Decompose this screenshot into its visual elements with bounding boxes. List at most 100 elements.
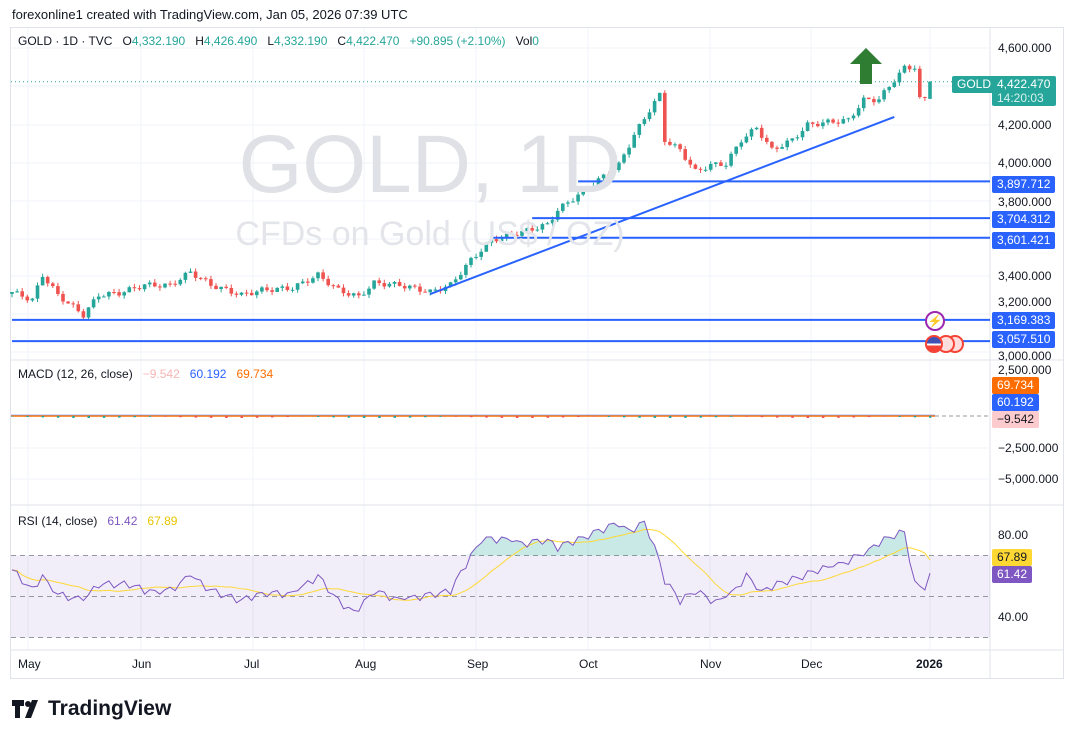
candle [627, 147, 631, 155]
lightning-event-icon[interactable]: ⚡ [925, 311, 945, 331]
macd-histogram-bar [776, 416, 779, 418]
candle [489, 239, 494, 243]
change-value: +90.895 (+2.10%) [409, 34, 506, 48]
candle [678, 144, 682, 150]
us-flag-event-icon[interactable] [925, 335, 943, 353]
macd-histogram-bar [179, 416, 182, 418]
rsi-ma-tag: 67.89 [992, 549, 1033, 566]
candle [239, 292, 244, 295]
candle [765, 137, 769, 142]
volume-value: 0 [532, 34, 539, 48]
level-tag: 3,897.712 [992, 176, 1056, 193]
candle [877, 99, 881, 103]
candle [377, 280, 381, 284]
candle [372, 280, 376, 289]
level-tag: 3,601.421 [992, 232, 1056, 249]
candle [535, 229, 540, 231]
symbol-tag: GOLD [952, 76, 997, 93]
macd-histogram-bar [41, 416, 45, 418]
macd-histogram-bar [87, 416, 90, 418]
candle [270, 290, 274, 292]
candle [459, 274, 463, 280]
rsi-title: RSI (14, close) [18, 514, 98, 528]
candle [219, 286, 223, 289]
candle [606, 174, 611, 176]
candle [744, 136, 749, 143]
tradingview-logo-icon [12, 700, 38, 718]
macd-histogram-bar [286, 416, 289, 418]
candle [612, 169, 616, 175]
candle [336, 285, 341, 288]
candle [66, 301, 70, 304]
candle [96, 296, 101, 300]
candle [198, 277, 203, 279]
macd-histogram-bar [898, 416, 901, 417]
candle [484, 242, 489, 252]
macd-legend[interactable]: MACD (12, 26, close) −9.542 60.192 69.73… [18, 367, 273, 381]
candle [290, 289, 295, 291]
candle [928, 81, 932, 99]
candle [918, 68, 922, 98]
candle [861, 97, 866, 109]
macd-histogram-bar [362, 416, 366, 418]
candle [102, 296, 106, 298]
candle [158, 286, 162, 288]
candle [285, 286, 290, 291]
candle [912, 68, 917, 70]
candle [178, 279, 183, 285]
macd-histogram-bar [837, 416, 840, 418]
candle [816, 123, 820, 127]
price-tick: 3,000.000 [998, 349, 1052, 363]
month-label: Jun [132, 657, 152, 671]
candle [25, 296, 30, 301]
macd-histogram-bar [821, 416, 825, 418]
candle [805, 122, 810, 131]
macd-histogram-bar [118, 416, 121, 418]
candle [464, 264, 468, 275]
rsi-legend[interactable]: RSI (14, close) 61.42 67.89 [18, 514, 177, 528]
tradingview-logo[interactable]: TradingView [12, 697, 171, 721]
price-tick: 3,200.000 [998, 295, 1052, 309]
close-label: C [337, 34, 347, 48]
candle [729, 153, 733, 166]
macd-histogram-bar [148, 416, 152, 417]
rsi-ma-value: 67.89 [147, 514, 178, 528]
candle [137, 288, 142, 290]
candle [255, 291, 259, 296]
candle [831, 119, 835, 123]
candle [540, 224, 545, 230]
candle [357, 293, 361, 296]
macd-histogram-bar [714, 416, 718, 418]
watermark-title: GOLD, 1D [238, 119, 622, 210]
candle [688, 159, 693, 165]
rsi-ma-line [11, 528, 931, 601]
macd-histogram-bar [607, 416, 611, 417]
macd-histogram-bar [439, 416, 442, 417]
candle [51, 283, 55, 287]
candle [249, 292, 254, 296]
candle [229, 287, 234, 294]
candle [107, 291, 111, 297]
macd-histogram-bar [133, 416, 136, 418]
open-label: O [122, 34, 132, 48]
macd-histogram-bar [378, 416, 381, 418]
candle [448, 282, 453, 287]
macd-histogram-bar [424, 416, 427, 418]
candle [902, 65, 907, 73]
last-price-tag: 4,422.470 14:20:03 [992, 76, 1056, 106]
candle [632, 134, 636, 148]
candle [61, 293, 65, 302]
level-tag: 3,057.510 [992, 331, 1056, 348]
candle [657, 92, 662, 101]
candle [433, 289, 438, 291]
macd-histogram-bar [623, 416, 626, 418]
macd-histogram-bar [577, 416, 580, 418]
trend-line [429, 116, 895, 295]
candle [418, 286, 422, 292]
candle [153, 282, 157, 287]
symbol-legend[interactable]: GOLD · 1D · TVC O4,332.190 H4,426.490 L4… [18, 34, 539, 48]
candle [907, 65, 912, 70]
candle [800, 130, 805, 138]
